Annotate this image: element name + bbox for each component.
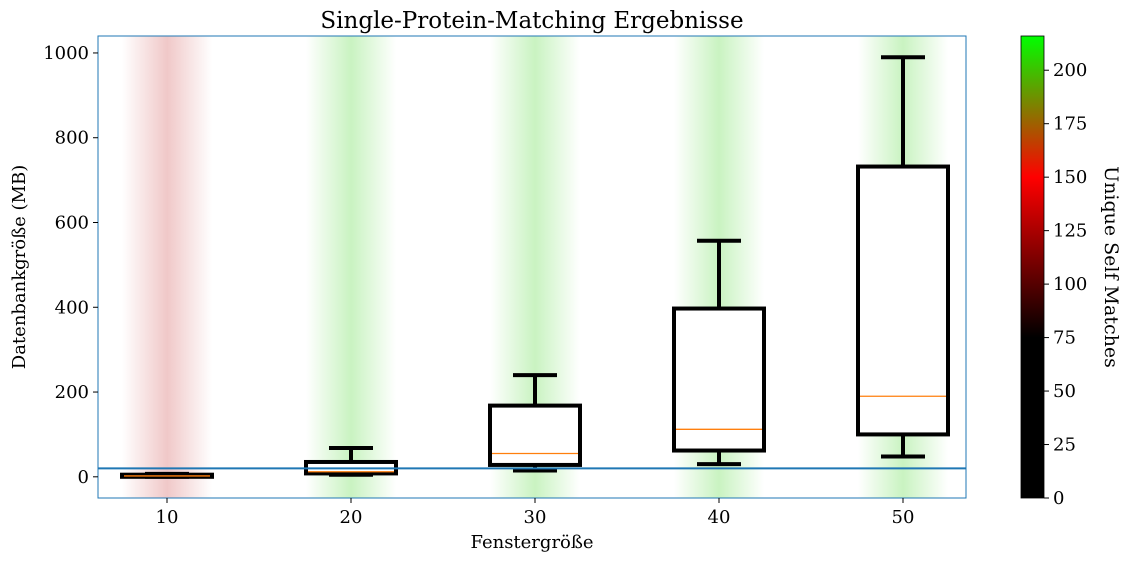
y-tick-label: 1000 <box>43 43 89 64</box>
x-tick-label: 20 <box>340 507 363 528</box>
colorbar-label: Unique Self Matches <box>1100 166 1122 368</box>
box-body <box>672 306 766 453</box>
y-tick-label: 200 <box>55 382 89 403</box>
plot-frame <box>97 35 967 499</box>
colorbar-tick-label: 0 <box>1053 488 1064 509</box>
x-tick-label: 30 <box>524 507 547 528</box>
y-axis: 0 200 400 600 800 1000 <box>43 43 98 488</box>
colorbar-tick-label: 125 <box>1053 221 1087 242</box>
box-40 <box>672 238 766 467</box>
x-axis-label: Fenstergröße <box>470 532 593 553</box>
x-tick-label: 10 <box>156 507 179 528</box>
box-plots <box>120 55 950 479</box>
colorbar-tick-label: 75 <box>1053 328 1076 349</box>
colorbar-tick-label: 100 <box>1053 274 1087 295</box>
y-tick-label: 600 <box>55 212 89 233</box>
y-axis-label: Datenbankgröße (MB) <box>9 165 30 369</box>
x-tick-label: 50 <box>892 507 915 528</box>
colorbar-tick-label: 200 <box>1053 60 1087 81</box>
colorbar-gradient <box>1020 35 1045 499</box>
box-body <box>488 403 582 467</box>
colorbar-tick-label: 50 <box>1053 381 1076 402</box>
background-band <box>122 36 212 498</box>
colorbar: 0 25 50 75 100 125 150 175 200 <box>1020 35 1087 509</box>
chart-title: Single-Protein-Matching Ergebnisse <box>320 8 743 34</box>
box-30 <box>488 373 582 473</box>
y-tick-label: 0 <box>78 467 89 488</box>
box-50 <box>856 55 950 459</box>
colorbar-tick-label: 25 <box>1053 435 1076 456</box>
x-axis: 10 20 30 40 50 <box>156 498 915 528</box>
y-tick-label: 400 <box>55 297 89 318</box>
colorbar-tick-label: 150 <box>1053 167 1087 188</box>
box-10 <box>120 471 214 479</box>
box-body <box>856 164 950 437</box>
colorbar-tick-label: 175 <box>1053 114 1087 135</box>
y-tick-label: 800 <box>55 128 89 149</box>
background-band <box>306 36 396 498</box>
x-tick-label: 40 <box>708 507 731 528</box>
